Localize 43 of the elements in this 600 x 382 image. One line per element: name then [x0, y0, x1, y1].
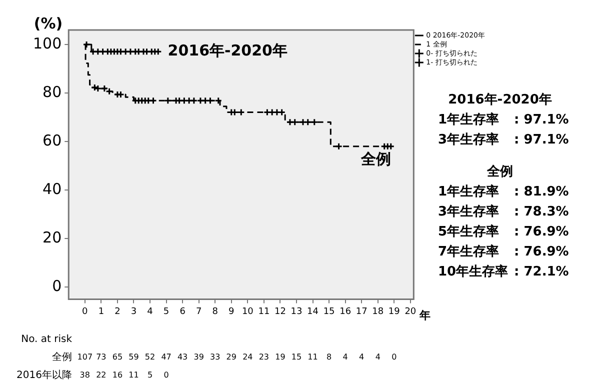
text: No. at risk [21, 334, 72, 345]
annotation: 全例 [360, 150, 391, 168]
x-tick-label: 16 [340, 306, 352, 317]
text: 1年生存率 : 81.9% [438, 183, 569, 200]
text: 5年生存率 : 76.9% [438, 223, 569, 240]
y-tick-label: 0 [52, 276, 62, 295]
text: 3年生存率 : 97.1% [438, 131, 569, 148]
text: 1年生存率 : 97.1% [438, 111, 569, 128]
x-tick-label: 19 [388, 306, 400, 317]
x-tick-label: 5 [163, 306, 170, 317]
x-tick-label: 6 [180, 306, 186, 317]
x-tick-label: 13 [290, 306, 302, 317]
x-tick-label: 20 [404, 306, 416, 317]
y-tick-label: 100 [32, 34, 62, 52]
text: 全例 [486, 164, 513, 180]
text: 2016年-2020年 [448, 92, 552, 108]
x-tick-label: 7 [196, 306, 202, 317]
x-tick-label: 2 [114, 306, 120, 317]
y-tick-label: 60 [42, 131, 62, 150]
text: 3年生存率 : 78.3% [438, 203, 569, 220]
x-tick-label: 14 [307, 306, 319, 317]
x-tick-label: 8 [212, 306, 218, 317]
y-tick-label: 80 [42, 82, 62, 101]
y-tick-label: 20 [42, 228, 62, 246]
x-tick-label: 18 [372, 306, 384, 317]
x-tick-label: 15 [323, 306, 335, 317]
x-tick-label: 17 [356, 306, 368, 317]
x-tick-label: 10 [242, 306, 254, 317]
annotation: 2016年-2020年 [168, 41, 288, 60]
x-tick-label: 3 [130, 306, 137, 317]
x-axis-title: 年 [418, 309, 431, 322]
x-tick-label: 4 [147, 306, 154, 317]
x-tick-label: 12 [274, 306, 286, 317]
text: 全例 107 73 65 59 52 47 43 39 33 29 24 23 19 15 11 8 4 4 4 0 [52, 352, 397, 363]
text: 10年生存率 : 72.1% [438, 263, 569, 280]
y-axis-title: (%) [34, 14, 63, 32]
x-tick-label: 11 [258, 306, 270, 317]
x-tick-label: 9 [228, 306, 235, 317]
x-tick-label: 1 [98, 306, 104, 317]
text: 2016年以降 38 22 16 11 5 0 [16, 370, 169, 381]
text: 7年生存率 : 76.9% [438, 243, 569, 260]
y-tick-label: 40 [42, 180, 62, 198]
x-tick-label: 0 [82, 306, 88, 317]
